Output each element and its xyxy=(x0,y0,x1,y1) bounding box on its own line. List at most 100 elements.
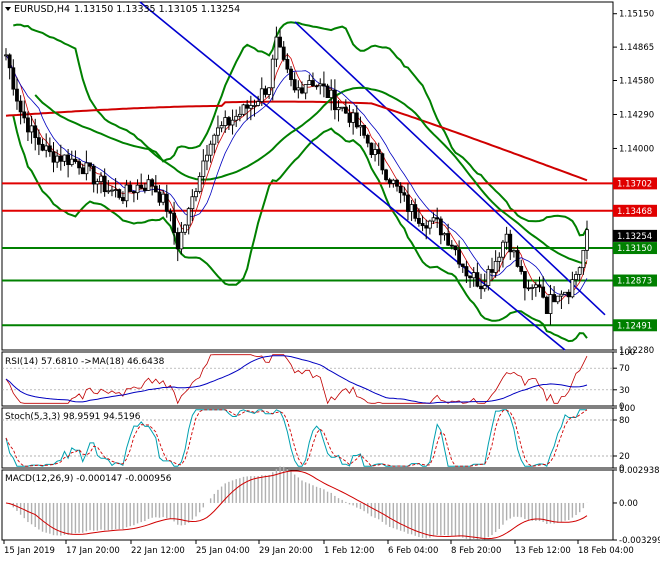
pane-tick-label: 0.002938 xyxy=(619,466,660,476)
candle-body xyxy=(274,36,279,60)
candle-body xyxy=(33,125,38,139)
upper-band xyxy=(13,21,588,237)
candle-body xyxy=(161,193,166,203)
candle-body xyxy=(329,89,334,99)
candle-body xyxy=(84,162,89,175)
candles xyxy=(4,26,589,325)
candle-body xyxy=(95,181,100,185)
candle-body xyxy=(36,137,41,145)
symbol-label: EURUSD,H4 xyxy=(14,4,70,15)
candle-body xyxy=(537,284,542,288)
pane-tick-label: 70 xyxy=(619,364,630,374)
red-ma-line xyxy=(5,100,588,182)
candle-body xyxy=(128,184,133,192)
candle-body xyxy=(307,80,312,85)
candle-body xyxy=(340,106,345,109)
candle-body xyxy=(117,189,122,198)
rsi-pane: 100 70 30 0 xyxy=(2,348,635,412)
candle-body xyxy=(51,151,56,163)
candle-body xyxy=(66,154,71,166)
macd-pane: 0.002938 0.00 -0.003299 xyxy=(5,466,660,546)
price-tick-label: 1.14580 xyxy=(619,77,654,87)
candle-body xyxy=(347,112,352,123)
candle-body xyxy=(362,124,367,136)
pane-frame xyxy=(1,351,614,407)
candle-body xyxy=(369,142,374,156)
horizontal-levels xyxy=(2,182,613,327)
pane-frames xyxy=(1,1,614,541)
candle-body xyxy=(526,287,531,290)
candle-body xyxy=(121,197,125,202)
candle-body xyxy=(88,162,92,167)
candle-body xyxy=(519,266,524,272)
candle-body xyxy=(464,266,469,277)
chart-header: EURUSD,H4 1.13150 1.13335 1.13105 1.1325… xyxy=(5,4,240,15)
level-tag-label: 1.12873 xyxy=(617,277,652,287)
candle-body xyxy=(124,184,129,202)
stoch-label: Stoch(5,3,3) 98.9591 94.5196 xyxy=(5,412,141,422)
candle-body xyxy=(29,125,34,133)
candle-body xyxy=(62,154,67,162)
candle-body xyxy=(581,249,586,269)
time-tick-label: 13 Feb 12:00 xyxy=(515,546,571,556)
channel-lower-line xyxy=(139,1,566,351)
candle-body xyxy=(453,245,458,251)
current-price-label: 1.13254 xyxy=(617,232,652,242)
candle-body xyxy=(55,155,60,163)
candle-body xyxy=(479,285,483,290)
time-tick-label: 25 Jan 04:00 xyxy=(196,546,250,556)
candle-body xyxy=(351,112,356,123)
candle-body xyxy=(435,217,440,220)
candle-body xyxy=(552,294,557,303)
candle-body xyxy=(398,185,403,194)
candle-body xyxy=(442,233,447,236)
candle-body xyxy=(322,83,326,87)
candle-body xyxy=(555,295,560,303)
candle-body xyxy=(497,256,502,262)
candle-body xyxy=(135,184,140,194)
candle-body xyxy=(183,224,187,233)
candle-body xyxy=(281,46,286,60)
candle-body xyxy=(208,143,213,156)
time-axis: 15 Jan 2019 17 Jan 20:00 22 Jan 12:00 25 Ja… xyxy=(3,540,634,556)
candle-body xyxy=(113,189,118,191)
candle-body xyxy=(4,54,8,57)
candle-body xyxy=(99,175,103,183)
candle-body xyxy=(245,104,250,109)
pane-tick-label: 30 xyxy=(619,386,630,396)
candle-body xyxy=(358,124,363,128)
candle-body xyxy=(197,176,202,192)
candle-body xyxy=(7,54,12,69)
candle-body xyxy=(216,127,220,136)
candle-body xyxy=(566,291,571,298)
time-tick-label: 15 Jan 2019 xyxy=(4,546,55,556)
candle-body xyxy=(110,189,114,192)
candle-body xyxy=(139,184,144,189)
candle-body xyxy=(544,296,549,314)
trend-channel xyxy=(139,1,606,351)
bollinger-bands xyxy=(12,21,588,343)
candle-body xyxy=(226,117,231,126)
candle-body xyxy=(501,241,505,258)
candle-body xyxy=(512,250,516,253)
candle-body xyxy=(40,143,45,151)
candle-body xyxy=(241,104,246,115)
candle-body xyxy=(449,244,454,247)
candle-body xyxy=(44,145,49,151)
price-tick-label: 1.15150 xyxy=(619,10,654,20)
rsi-line xyxy=(5,354,588,405)
candle-body xyxy=(508,233,513,253)
candle-body xyxy=(201,160,206,177)
candle-body xyxy=(530,287,535,289)
candle-body xyxy=(577,267,582,275)
price-tick-label: 1.14290 xyxy=(619,110,654,120)
candle-body xyxy=(230,119,235,126)
candle-body xyxy=(548,294,553,314)
candle-body xyxy=(106,190,111,193)
candle-body xyxy=(164,193,169,212)
candle-body xyxy=(343,106,348,114)
rsi-ma-line xyxy=(5,355,588,404)
candle-body xyxy=(318,83,323,87)
level-tag xyxy=(613,177,657,190)
